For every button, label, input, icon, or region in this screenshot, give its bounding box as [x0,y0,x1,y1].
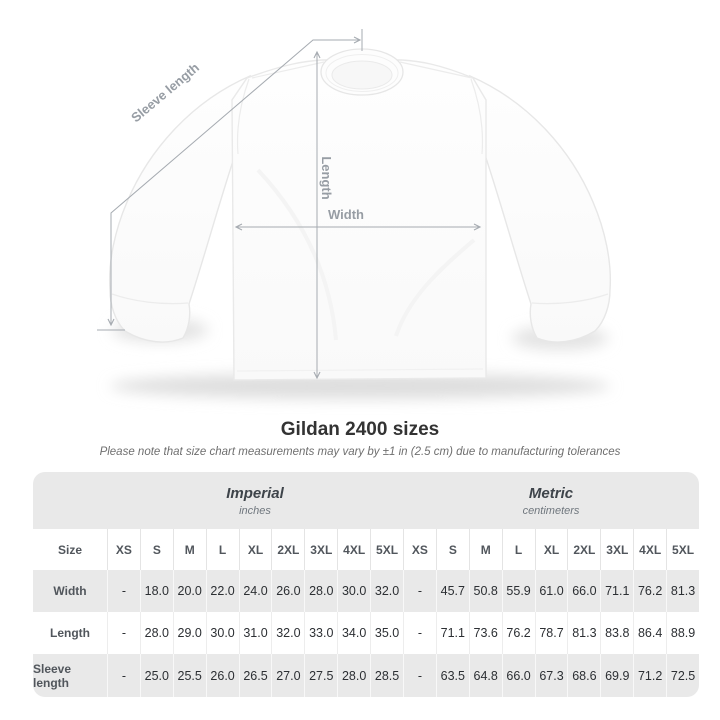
size-col-header-imperial-xl: XL [238,529,272,570]
length-cell: 33.0 [304,612,338,654]
length-label: Length [319,156,334,199]
length-cell: - [403,612,436,654]
length-cell: 81.3 [567,612,601,654]
sleeve-length-cell: 64.8 [468,654,502,697]
sleeve-length-cell: - [107,654,140,697]
tolerance-note: Please note that size chart measurements… [99,446,621,458]
length-cell: 76.2 [501,612,535,654]
length-cell: 73.6 [468,612,502,654]
size-col-header-imperial-xs: XS [107,529,140,570]
metric-label: Metric [528,484,574,502]
width-cell: 22.0 [205,570,239,612]
size-col-header-imperial-l: L [205,529,239,570]
width-cell: - [107,570,140,612]
width-cell: 28.0 [304,570,338,612]
width-cell: 76.2 [633,570,667,612]
size-col-header-imperial-2xl: 2XL [271,529,305,570]
width-cell: 50.8 [468,570,502,612]
size-col-header-metric-xs: XS [403,529,436,570]
sleeve-length-cell: 27.5 [304,654,338,697]
width-cell: 18.0 [139,570,173,612]
sleeve-length-cell: 66.0 [501,654,535,697]
right-sleeve [468,74,612,343]
size-chart-table: Imperial inches Metric centimeters Size … [33,472,699,697]
width-cell: 30.0 [337,570,371,612]
length-cell: 34.0 [337,612,371,654]
sleeve-length-cell: 63.5 [435,654,469,697]
width-cell: 81.3 [666,570,699,612]
size-col-header-metric-m: M [468,529,502,570]
measurement-annotations [97,29,482,380]
length-cell: 88.9 [666,612,699,654]
width-cell: 45.7 [435,570,469,612]
width-cell: 66.0 [567,570,601,612]
length-cell: - [107,612,140,654]
width-cell: - [403,570,436,612]
size-col-header-imperial-s: S [139,529,173,570]
sleeve-length-line [107,36,362,327]
width-cell: 71.1 [600,570,634,612]
page-title: Gildan 2400 sizes [280,419,440,440]
width-label: Width [328,207,364,222]
length-cell: 30.0 [205,612,239,654]
length-cell: 28.0 [139,612,173,654]
size-col-header-metric-xl: XL [534,529,568,570]
width-cell: 61.0 [534,570,568,612]
size-col-header-metric-s: S [435,529,469,570]
length-cell: 71.1 [435,612,469,654]
sleeve-length-cell: 28.0 [337,654,371,697]
length-cell: 32.0 [271,612,305,654]
width-cell: 20.0 [172,570,206,612]
length-cell: 86.4 [633,612,667,654]
sleeve-length-cell: 72.5 [666,654,699,697]
size-col-header-metric-l: L [501,529,535,570]
size-col-header-imperial-3xl: 3XL [304,529,338,570]
width-cell: 32.0 [370,570,403,612]
size-col-header-metric-3xl: 3XL [600,529,634,570]
size-col-header-metric-4xl: 4XL [633,529,667,570]
metric-header: Metric centimeters [403,472,699,529]
sleeve-length-cell: - [403,654,436,697]
size-col-header-imperial-5xl: 5XL [370,529,403,570]
fold-line [394,238,476,337]
sleeve-length-cell: 68.6 [567,654,601,697]
length-cell: 83.8 [600,612,634,654]
sleeve-length-cell: 26.5 [238,654,272,697]
sleeve-length-cell: 25.0 [139,654,173,697]
length-cell: 78.7 [534,612,568,654]
right-shoulder-seam [399,61,473,79]
width-cell: 26.0 [271,570,305,612]
hem-seam [236,368,484,372]
size-column-header: Size [33,529,107,570]
row-label-length: Length [33,612,107,654]
imperial-header: Imperial inches [107,472,403,529]
metric-sublabel: centimeters [522,504,580,517]
length-cell: 29.0 [172,612,206,654]
size-col-header-imperial-m: M [172,529,206,570]
collar-inner [331,60,393,90]
sleeve-length-cell: 25.5 [172,654,206,697]
right-armhole-seam [470,78,484,155]
size-col-header-imperial-4xl: 4XL [337,529,371,570]
size-col-header-metric-2xl: 2XL [567,529,601,570]
imperial-label: Imperial [226,484,284,502]
right-cuff-seam [531,293,609,305]
sleeve-length-cell: 67.3 [534,654,568,697]
sleeve-length-cell: 71.2 [633,654,667,697]
shirt-measurement-diagram: Sleeve length Length Width [97,29,612,399]
sleeve-length-cell: 28.5 [370,654,403,697]
sleeve-length-cell: 27.0 [271,654,305,697]
length-cell: 35.0 [370,612,403,654]
length-cell: 31.0 [238,612,272,654]
width-cell: 24.0 [238,570,272,612]
table-header-band: Imperial inches Metric centimeters [33,472,699,529]
row-label-sleeve-length: Sleeve length [33,654,107,697]
sleeve-length-cell: 69.9 [600,654,634,697]
row-label-width: Width [33,570,107,612]
size-col-header-metric-5xl: 5XL [666,529,699,570]
imperial-sublabel: inches [239,504,271,517]
sleeve-length-cell: 26.0 [205,654,239,697]
width-cell: 55.9 [501,570,535,612]
